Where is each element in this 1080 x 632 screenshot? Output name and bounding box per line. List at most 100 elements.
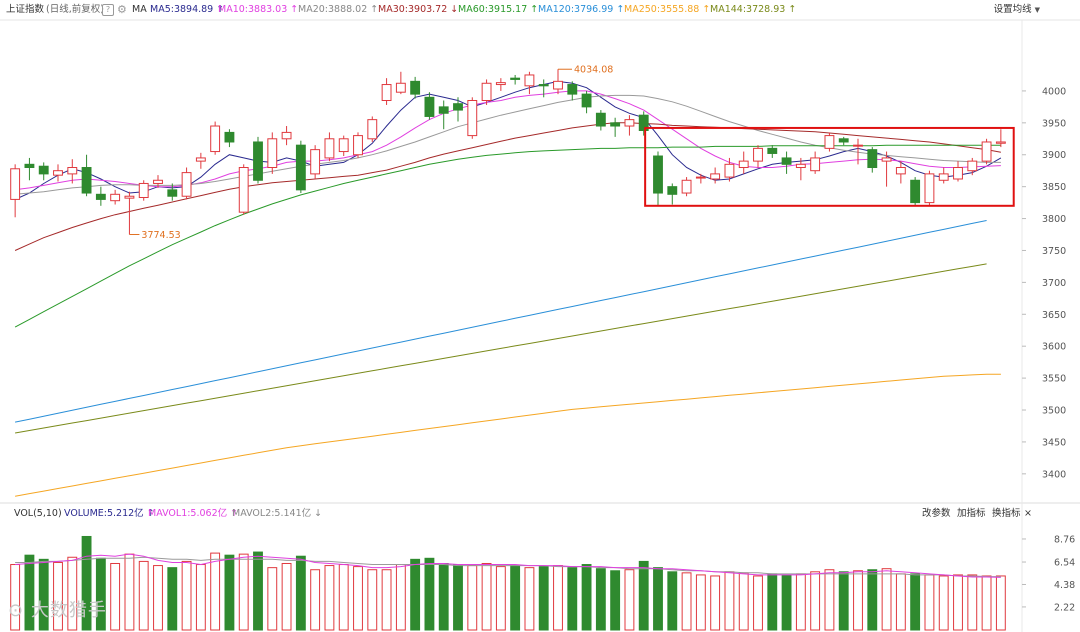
volume-bar <box>824 569 835 631</box>
ma-line-ma30 <box>14 122 1001 251</box>
vol-y-tick-label: 6.54 <box>1054 558 1075 569</box>
volume-bar <box>638 560 649 631</box>
volume-legend-item: VOLUME:5.212亿 ↑ <box>64 508 155 519</box>
chart-header: 上证指数 (日线,前复权) ? ⚙ MA MA5:3894.89 ↑ MA10:3… <box>0 0 1080 20</box>
volume-bar <box>367 569 378 631</box>
y-tick-label: 4000 <box>1042 86 1066 97</box>
ma-line-ma5 <box>14 80 1002 200</box>
candle-body <box>353 135 363 156</box>
candle-body <box>367 119 378 140</box>
candle-body <box>253 141 263 181</box>
y-tick-label: 3400 <box>1042 469 1066 480</box>
y-tick-label: 3600 <box>1042 342 1066 353</box>
volume-bar <box>781 574 792 631</box>
vol-y-tick-label: 4.38 <box>1054 580 1075 591</box>
volume-bar <box>567 567 578 631</box>
candle-body <box>138 182 149 199</box>
high-annotation: 4034.08 <box>574 65 613 76</box>
volume-bar <box>610 570 621 631</box>
volume-bar <box>867 569 878 631</box>
candle-body <box>224 131 235 143</box>
candle-body <box>824 135 835 149</box>
candle-body <box>424 96 435 117</box>
volume-bar <box>24 554 35 631</box>
candle-body <box>124 195 135 199</box>
candle-body <box>738 160 749 169</box>
low-annotation: 3774.53 <box>141 230 180 241</box>
candle-body <box>267 138 278 169</box>
candle-body <box>781 157 792 165</box>
candle-body <box>95 193 106 200</box>
candle-body <box>638 114 649 131</box>
volume-bar <box>38 558 49 631</box>
y-tick-label: 3950 <box>1042 118 1066 129</box>
edit-params-button[interactable]: 改参数 <box>922 508 951 519</box>
candle-body <box>567 84 578 95</box>
candle-body <box>553 80 563 90</box>
volume-bar <box>753 575 763 631</box>
candle-body <box>395 82 406 93</box>
volume-bar <box>310 569 321 631</box>
candle-body <box>167 189 178 197</box>
ma-legend-item: MA60:3915.17 ↑ <box>458 4 539 15</box>
switch-indicator-button[interactable]: 换指标 <box>992 508 1021 519</box>
candle-body <box>24 163 35 169</box>
volume-bar <box>138 560 149 631</box>
volume-bar <box>381 569 392 631</box>
volume-bar <box>338 564 349 631</box>
volume-bar <box>995 575 1006 631</box>
volume-legend-item: MAVOL2:5.141亿 ↓ <box>232 508 323 519</box>
help-icon[interactable]: ? <box>102 4 114 16</box>
candle-body <box>181 172 192 197</box>
volume-bar <box>267 567 278 631</box>
volume-bar <box>353 566 363 631</box>
ma-legend-item: MA20:3888.02 ↑ <box>298 4 379 15</box>
candle-body <box>381 84 392 101</box>
candle-body <box>467 99 478 137</box>
candle-body <box>795 163 806 169</box>
candle-body <box>995 141 1006 144</box>
ma-legend-item: MA5:3894.89 ↑ <box>150 4 225 15</box>
candle-body <box>110 193 121 202</box>
volume-bar <box>724 571 735 631</box>
volume-bar <box>738 572 749 631</box>
volume-bar <box>981 575 992 631</box>
volume-bar <box>281 562 292 631</box>
ma-line-ma144 <box>15 263 987 434</box>
volume-bar <box>853 570 863 631</box>
y-tick-label: 3900 <box>1042 150 1066 161</box>
volume-bar <box>410 558 421 631</box>
volume-bar <box>767 573 778 631</box>
volume-bar <box>181 560 192 631</box>
candle-body <box>67 167 78 175</box>
candle-body <box>238 167 249 213</box>
gear-icon[interactable]: ⚙ <box>117 3 127 16</box>
volume-bar <box>795 573 806 631</box>
mavol2-line <box>15 556 1001 578</box>
volume-bar <box>224 554 235 631</box>
volume-bar <box>495 566 506 631</box>
watermark-icon: ⊙ <box>8 600 25 621</box>
settings-ma-button[interactable]: 设置均线 ▼ <box>994 0 1040 20</box>
volume-bar <box>510 565 521 631</box>
candle-body <box>281 131 292 140</box>
candle-body <box>981 141 992 162</box>
volume-bar <box>438 562 449 631</box>
volume-bar <box>324 565 335 631</box>
ma-line-ma250 <box>15 373 1001 497</box>
candle-body <box>895 167 906 175</box>
chart-subtitle: (日线,前复权) <box>46 4 104 15</box>
volume-bar <box>695 574 706 631</box>
volume-bar <box>195 564 206 631</box>
y-tick-label: 3550 <box>1042 374 1066 385</box>
vol-y-tick-label: 8.76 <box>1054 534 1075 545</box>
candle-body <box>581 93 592 108</box>
candle-body <box>481 82 492 101</box>
close-icon[interactable]: × <box>1024 508 1032 519</box>
y-tick-label: 3850 <box>1042 182 1066 193</box>
add-indicator-button[interactable]: 加指标 <box>957 508 986 519</box>
candle-body <box>195 157 206 162</box>
volume-bar <box>881 568 892 631</box>
volume-bar <box>110 562 121 631</box>
